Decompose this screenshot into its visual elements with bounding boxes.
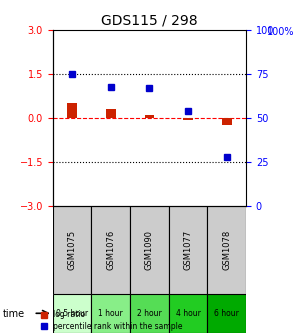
Bar bbox=[130, 206, 169, 294]
Bar bbox=[169, 294, 207, 333]
Bar bbox=[183, 118, 193, 120]
Text: 1 hour: 1 hour bbox=[98, 309, 123, 318]
Text: GSM1090: GSM1090 bbox=[145, 230, 154, 270]
Bar bbox=[207, 206, 246, 294]
Legend: log ratio, percentile rank within the sample: log ratio, percentile rank within the sa… bbox=[39, 309, 184, 332]
Bar bbox=[106, 109, 115, 118]
Bar bbox=[91, 294, 130, 333]
Text: 6 hour: 6 hour bbox=[214, 309, 239, 318]
Bar bbox=[144, 115, 154, 118]
Text: 4 hour: 4 hour bbox=[176, 309, 200, 318]
Bar bbox=[67, 103, 77, 118]
Y-axis label: 100%: 100% bbox=[267, 27, 293, 37]
Bar bbox=[207, 294, 246, 333]
Text: 0.5 hour: 0.5 hour bbox=[56, 309, 88, 318]
Text: GSM1078: GSM1078 bbox=[222, 230, 231, 270]
Bar bbox=[222, 118, 231, 125]
Text: GSM1077: GSM1077 bbox=[184, 230, 193, 270]
Text: time: time bbox=[3, 309, 25, 319]
Bar bbox=[91, 206, 130, 294]
Bar bbox=[53, 294, 91, 333]
Bar bbox=[169, 206, 207, 294]
Title: GDS115 / 298: GDS115 / 298 bbox=[101, 14, 198, 28]
Text: 2 hour: 2 hour bbox=[137, 309, 162, 318]
Bar bbox=[53, 206, 91, 294]
Text: GSM1076: GSM1076 bbox=[106, 230, 115, 270]
Text: GSM1075: GSM1075 bbox=[68, 230, 76, 270]
Bar bbox=[130, 294, 169, 333]
